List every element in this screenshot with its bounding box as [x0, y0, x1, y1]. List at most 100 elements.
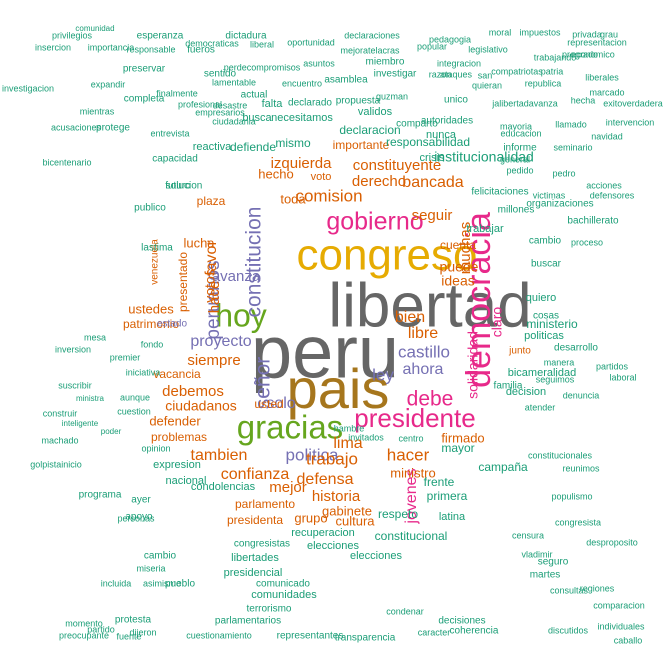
word-cloud-term: validos [358, 106, 393, 118]
word-cloud-term: ataques [440, 69, 473, 79]
word-cloud-term: investigar [374, 69, 417, 80]
word-cloud-term: congresista [555, 517, 601, 527]
word-cloud-term: investigacion [2, 83, 54, 93]
word-cloud-term: hoy [215, 297, 267, 333]
word-cloud-term: trabajar [466, 223, 504, 235]
word-cloud-term: dictadura [225, 31, 267, 42]
word-cloud-term: ciudadanos [165, 398, 237, 414]
word-cloud-term: bancada [402, 174, 463, 191]
word-cloud-term: junto [508, 346, 531, 357]
word-cloud-term: nunca [426, 129, 457, 141]
word-cloud-term: necesitamos [271, 112, 333, 124]
word-cloud-term: fuente [116, 631, 141, 641]
word-cloud-term: lucha [183, 235, 215, 250]
word-cloud-term: patria [541, 66, 564, 76]
word-cloud-term: programa [79, 490, 122, 501]
word-cloud-term: siempre [187, 352, 240, 369]
word-cloud-term: acciones [586, 180, 622, 190]
word-cloud-term: latina [439, 511, 466, 523]
word-cloud-term: marcado [589, 87, 624, 97]
word-cloud-term: razon [429, 69, 452, 79]
word-cloud-term: desarrollo [554, 343, 598, 354]
word-cloud-term: poder [101, 427, 122, 436]
word-cloud-term: entrevista [150, 128, 189, 138]
word-cloud-term: estado [157, 319, 187, 330]
word-cloud-term: protesta [115, 615, 152, 626]
word-cloud-term: gobierno [326, 208, 423, 236]
word-cloud-term: llamado [555, 119, 587, 129]
word-cloud-term: ministra [76, 394, 105, 403]
word-cloud-term: venezuela [150, 239, 161, 285]
word-cloud-term: favor [203, 240, 220, 276]
word-cloud-term: comparacion [593, 600, 645, 610]
word-cloud-term: mientras [80, 106, 115, 116]
word-cloud-term: dijeron [129, 627, 156, 637]
word-cloud-term: asimismo [143, 578, 181, 588]
word-cloud-term: plaza [197, 194, 226, 208]
word-cloud-term: grupo [294, 510, 327, 525]
word-cloud-term: jalibertadavanza [491, 98, 558, 108]
word-cloud-term: asuntos [303, 58, 335, 68]
word-cloud-term: responsabilidad [386, 135, 470, 149]
word-cloud-term: congreso [296, 231, 477, 280]
word-cloud-term: democracia [460, 212, 498, 388]
word-cloud-term: ideas [441, 273, 474, 289]
word-cloud-term: pueblo [165, 579, 195, 590]
word-cloud-term: premier [110, 352, 141, 362]
word-cloud-term: defensores [590, 190, 635, 200]
word-cloud-term: expresion [153, 459, 201, 471]
word-cloud-term: lamentable [212, 77, 256, 87]
word-cloud-term: hecha [571, 95, 596, 105]
word-cloud-term: propuesta [336, 96, 381, 107]
word-cloud-term: pedido [506, 165, 533, 175]
word-cloud-term: hecho [258, 166, 293, 181]
word-cloud-term: castillo [398, 342, 450, 361]
word-cloud-term: machado [41, 435, 78, 445]
word-cloud-term: voto [311, 171, 332, 183]
word-cloud-term: gracias [237, 409, 343, 446]
word-cloud-term: pregrado [562, 49, 598, 59]
word-cloud-term: peruanos [203, 260, 224, 339]
word-cloud-term: constitucionales [528, 450, 593, 460]
word-cloud-term: claro [489, 307, 505, 338]
word-cloud-term: decisiones [438, 616, 485, 627]
word-cloud-term: presidente [354, 403, 475, 433]
word-cloud-term: ministerio [526, 317, 578, 331]
word-cloud-term: opinion [141, 443, 170, 453]
word-cloud-term: san [478, 70, 493, 80]
word-cloud-term: privilegios [52, 30, 93, 40]
word-cloud-term: cambio [529, 236, 562, 247]
word-cloud-term: pedro [552, 168, 575, 178]
word-cloud-term: iniciativa [126, 367, 161, 377]
word-cloud-term: mayoria [500, 121, 532, 131]
word-cloud-term: debemos [162, 383, 224, 400]
word-cloud-term: constituyente [353, 157, 441, 174]
word-cloud-term: derecho [352, 173, 406, 190]
word-cloud-term: trabajo [306, 449, 358, 468]
word-cloud-term: finalmente [156, 88, 198, 98]
word-cloud-term: fueros [187, 45, 215, 56]
word-cloud-term: gabinete [322, 503, 372, 518]
word-cloud-term: primera [427, 489, 468, 503]
word-cloud-term: miembro [366, 57, 405, 68]
word-cloud-term: ley [372, 365, 394, 384]
word-cloud-term: hace [206, 281, 223, 314]
word-cloud-term: caballo [614, 635, 643, 645]
word-cloud-term: desastre [213, 100, 248, 110]
word-cloud-term: defender [149, 413, 201, 428]
word-cloud-term: importancia [88, 42, 135, 52]
word-cloud-term: constitucional [375, 529, 448, 543]
word-cloud-term: miseria [136, 563, 165, 573]
word-cloud-term: elecciones [307, 540, 359, 552]
word-cloud-term: cuestionamiento [186, 630, 252, 640]
word-cloud-term: momento [65, 618, 103, 628]
word-cloud-term: millones [498, 205, 535, 216]
word-cloud-term: perdecompromisos [224, 62, 301, 72]
word-cloud-term: constitucion [243, 207, 266, 318]
word-cloud-term: lastima [141, 243, 173, 254]
word-cloud-term: golpistainicio [30, 459, 82, 469]
word-cloud-term: intervencion [606, 117, 655, 127]
word-cloud-term: solo [266, 395, 295, 412]
word-cloud-term: grau [600, 29, 618, 39]
word-cloud-term: coherencia [450, 626, 499, 637]
